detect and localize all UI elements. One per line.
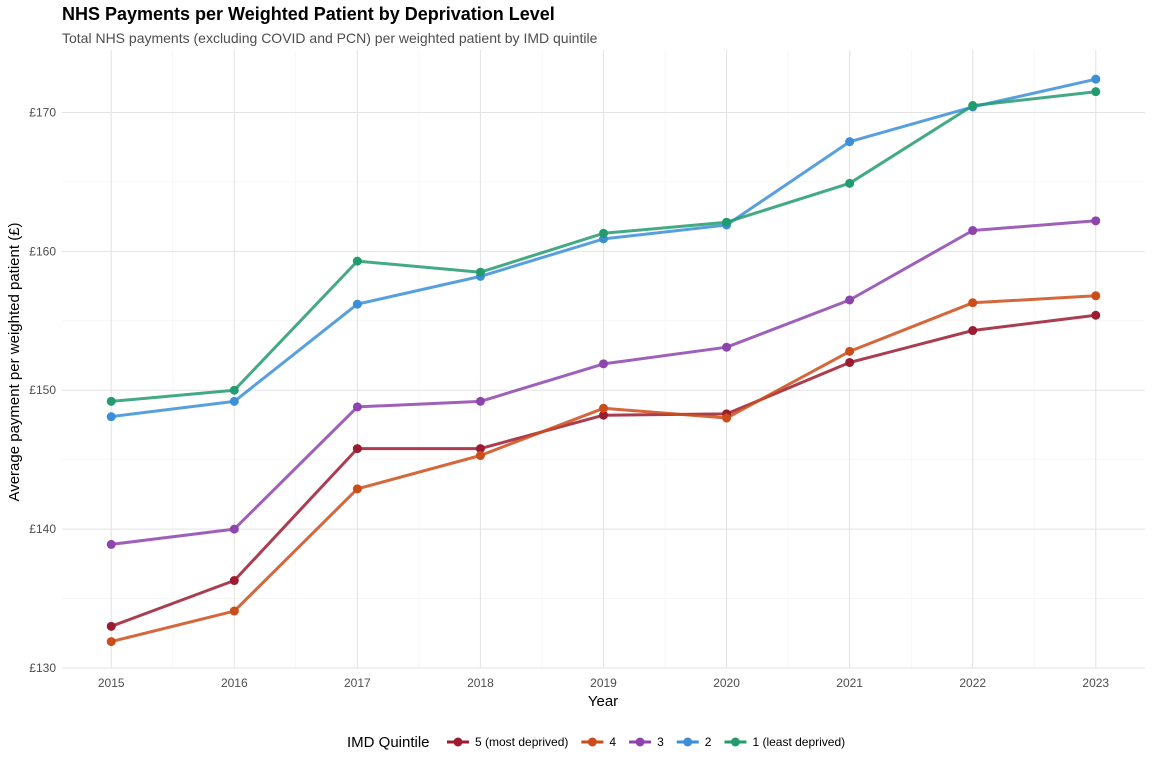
- chart-title: NHS Payments per Weighted Patient by Dep…: [62, 4, 555, 24]
- data-point: [352, 299, 362, 309]
- data-point: [106, 637, 116, 647]
- data-point: [352, 484, 362, 494]
- data-point: [475, 267, 485, 277]
- legend: IMD Quintile 5 (most deprived) 4 3 2 1 (least…: [347, 734, 845, 751]
- legend-marker: [683, 737, 693, 747]
- data-point: [352, 402, 362, 412]
- data-point: [352, 256, 362, 266]
- data-point: [1091, 74, 1101, 84]
- grid-lines: [62, 50, 1145, 669]
- y-axis-title: Average payment per weighted patient (£): [6, 222, 23, 501]
- data-point: [352, 444, 362, 454]
- y-tick-label: £160: [29, 244, 56, 258]
- data-point: [229, 396, 239, 406]
- y-tick-label: £140: [29, 522, 56, 536]
- legend-marker: [587, 737, 597, 747]
- data-point: [475, 444, 485, 454]
- legend-marker: [635, 737, 645, 747]
- data-point: [599, 228, 608, 238]
- data-point: [475, 396, 485, 406]
- data-point: [599, 359, 608, 369]
- legend-label: 4: [609, 735, 616, 749]
- data-point: [229, 606, 239, 616]
- legend-key-3: [629, 737, 652, 747]
- legend-label: 1 (least deprived): [752, 735, 845, 749]
- x-tick-label: 2022: [959, 676, 986, 690]
- data-point: [968, 298, 978, 308]
- data-point: [845, 137, 855, 147]
- x-tick-label: 2019: [590, 676, 617, 690]
- legend-label: 5 (most deprived): [475, 735, 568, 749]
- data-point: [599, 403, 608, 413]
- data-point: [722, 413, 732, 423]
- data-point: [106, 621, 116, 631]
- axes: £130 £140 £150 £160 £170 2015 2016 2017 2018 2019…: [29, 105, 1109, 690]
- legend-key-1: [447, 737, 469, 747]
- x-tick-label: 2017: [344, 676, 371, 690]
- data-point: [845, 295, 855, 305]
- x-tick-label: 2015: [98, 676, 125, 690]
- x-axis-title: Year: [588, 693, 618, 710]
- data-point: [845, 346, 855, 356]
- data-point: [1091, 87, 1101, 97]
- y-tick-label: £150: [29, 383, 56, 397]
- legend-label: 2: [705, 735, 712, 749]
- data-point: [106, 539, 116, 549]
- data-point: [475, 451, 485, 461]
- legend-marker: [453, 737, 463, 747]
- x-tick-label: 2018: [467, 676, 494, 690]
- x-tick-label: 2020: [713, 676, 740, 690]
- data-point: [845, 357, 855, 367]
- legend-title: IMD Quintile: [347, 734, 430, 751]
- y-tick-label: £170: [29, 105, 56, 119]
- data-point: [845, 178, 855, 188]
- data-point: [229, 576, 239, 586]
- x-tick-label: 2016: [221, 676, 248, 690]
- data-point: [106, 412, 116, 422]
- data-point: [106, 396, 116, 406]
- data-point: [229, 385, 239, 395]
- data-points: [106, 74, 1101, 647]
- x-tick-label: 2021: [836, 676, 863, 690]
- data-point: [229, 524, 239, 534]
- data-point: [968, 326, 978, 336]
- data-point: [968, 101, 978, 111]
- data-point: [599, 410, 608, 420]
- data-point: [1091, 310, 1101, 320]
- data-point: [968, 226, 978, 236]
- legend-marker: [730, 737, 740, 747]
- data-point: [1091, 291, 1101, 301]
- chart-subtitle: Total NHS payments (excluding COVID and …: [62, 30, 598, 46]
- legend-key-5: [724, 737, 747, 747]
- x-tick-label: 2023: [1082, 676, 1109, 690]
- legend-key-2: [581, 737, 604, 747]
- y-tick-label: £130: [29, 661, 56, 675]
- legend-label: 3: [657, 735, 664, 749]
- data-point: [722, 217, 732, 227]
- data-point: [1091, 216, 1101, 226]
- legend-key-4: [676, 737, 699, 747]
- data-point: [722, 342, 732, 352]
